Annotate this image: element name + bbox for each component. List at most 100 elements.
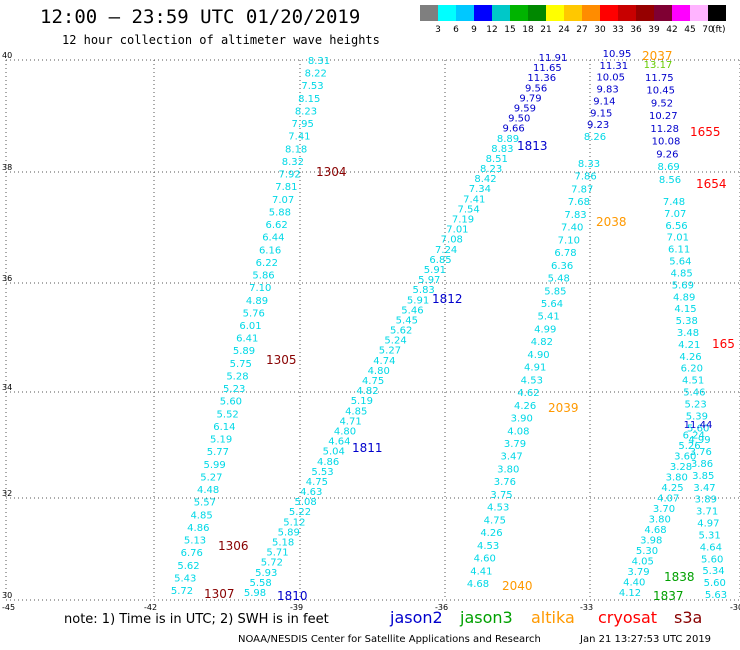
wave-height-value: 5.46 — [401, 305, 423, 316]
wave-height-value: 6.20 — [681, 364, 703, 375]
wave-height-value: 3.47 — [693, 483, 715, 494]
wave-height-value: 5.60 — [704, 578, 726, 589]
wave-height-value: 7.41 — [288, 132, 310, 143]
wave-height-value: 9.14 — [593, 96, 615, 107]
wave-height-value: 4.62 — [517, 388, 539, 399]
wave-height-value: 5.27 — [200, 472, 222, 483]
wave-height-value: 7.81 — [275, 182, 297, 193]
wave-height-value: 5.88 — [269, 207, 291, 218]
wave-height-value: 3.60 — [674, 452, 696, 463]
wave-height-value: 4.63 — [300, 487, 322, 498]
wave-height-value: 11.65 — [533, 63, 562, 74]
wave-height-value: 4.99 — [534, 324, 556, 335]
wave-height-value: 4.64 — [328, 437, 350, 448]
lon-label: -42 — [144, 603, 157, 612]
wave-height-value: 5.19 — [351, 396, 373, 407]
colorbar-tick-label: 36 — [630, 25, 642, 35]
wave-height-value: 5.58 — [249, 578, 271, 589]
legend-cryosat: cryosat — [598, 608, 658, 627]
orbit-number-label: 1305 — [266, 353, 297, 367]
wave-height-value: 11.31 — [600, 61, 629, 72]
wave-height-value: 13.17 — [644, 60, 673, 71]
wave-height-value: 3.48 — [677, 328, 699, 339]
wave-height-value: 5.85 — [544, 286, 566, 297]
wave-height-value: 4.12 — [619, 588, 641, 599]
wave-height-value: 9.52 — [651, 98, 673, 109]
wave-height-value: 4.82 — [531, 337, 553, 348]
colorbar-swatch — [654, 5, 672, 21]
wave-height-value: 4.80 — [334, 426, 356, 437]
generated-timestamp: Jan 21 13:27:53 UTC 2019 — [580, 634, 712, 645]
wave-height-value: 5.71 — [266, 548, 288, 559]
wave-height-value: 5.91 — [407, 295, 429, 306]
wave-height-value: 4.68 — [467, 579, 489, 590]
wave-height-value: 4.89 — [246, 296, 268, 307]
wave-height-value: 7.87 — [571, 184, 593, 195]
wave-height-value: 5.60 — [220, 397, 242, 408]
wave-height-value: 5.34 — [702, 566, 724, 577]
wave-height-value: 3.79 — [627, 567, 649, 578]
wave-height-value: 5.76 — [243, 308, 265, 319]
wave-height-value: 9.26 — [656, 149, 678, 160]
wave-height-value: 11.28 — [650, 124, 679, 135]
wave-height-value: 8.26 — [584, 132, 606, 143]
wave-height-value: 4.48 — [197, 485, 219, 496]
lon-label: -39 — [290, 603, 303, 612]
lat-label: 34 — [2, 383, 12, 392]
wave-height-value: 4.53 — [521, 375, 543, 386]
wave-height-value: 5.63 — [705, 590, 727, 601]
wave-height-value: 8.18 — [285, 144, 307, 155]
orbit-number-label: 2037 — [642, 49, 673, 63]
wave-height-value: 5.23 — [685, 399, 707, 410]
legend-jason3: jason3 — [460, 608, 513, 627]
wave-height-value: 3.47 — [501, 452, 523, 463]
wave-height-value: 5.69 — [672, 280, 694, 291]
wave-height-value: 7.01 — [446, 225, 468, 236]
colorbar-swatch — [564, 5, 582, 21]
wave-height-value: 9.23 — [587, 120, 609, 131]
wave-height-value: 5.93 — [255, 568, 277, 579]
wave-height-value: 3.71 — [696, 507, 718, 518]
colorbar-tick-label: 42 — [666, 25, 678, 35]
wave-height-value: 4.25 — [661, 483, 683, 494]
wave-height-value: 5.08 — [294, 497, 316, 508]
wave-height-value: 4.75 — [484, 515, 506, 526]
wave-height-value: 5.43 — [174, 573, 196, 584]
lon-label: -45 — [2, 603, 15, 612]
wave-height-value: 5.13 — [184, 536, 206, 547]
wave-height-value: 4.71 — [339, 416, 361, 427]
wave-height-value: 8.15 — [298, 94, 320, 105]
wave-height-value: 5.72 — [261, 558, 283, 569]
colorbar-swatch — [672, 5, 690, 21]
colorbar-swatch — [492, 5, 510, 21]
wave-height-value: 6.78 — [554, 248, 576, 259]
wave-height-value: 3.98 — [640, 536, 662, 547]
orbit-number-label: 1655 — [690, 125, 721, 139]
lon-label: -30 — [730, 603, 740, 612]
wave-height-value: 3.80 — [666, 473, 688, 484]
wave-height-value: 7.53 — [301, 81, 323, 92]
wave-height-value: 5.52 — [217, 409, 239, 420]
orbit-number-label: 2039 — [548, 401, 579, 415]
orbit-number-label: 1813 — [517, 139, 548, 153]
wave-height-value: 10.08 — [652, 137, 681, 148]
wave-height-value: 5.62 — [390, 326, 412, 337]
wave-height-value: 7.86 — [575, 172, 597, 183]
wave-height-value: 5.83 — [413, 285, 435, 296]
colorbar-swatch — [528, 5, 546, 21]
wave-height-value: 9.15 — [590, 108, 612, 119]
colorbar-tick-label: 12 — [486, 25, 498, 35]
wave-height-value: 5.53 — [311, 467, 333, 478]
wave-height-value: 5.30 — [636, 546, 658, 557]
wave-height-value: 4.85 — [671, 268, 693, 279]
wave-height-value: 8.32 — [282, 157, 304, 168]
wave-height-value: 4.85 — [190, 510, 212, 521]
wave-height-value: 4.75 — [306, 477, 328, 488]
wave-height-value: 3.76 — [690, 447, 712, 458]
colorbar-tick-label: 27 — [576, 25, 588, 35]
wave-height-value: 5.64 — [541, 299, 563, 310]
wave-height-value: 7.07 — [664, 209, 686, 220]
orbit-number-label: 2038 — [596, 215, 627, 229]
colorbar-swatch — [438, 5, 456, 21]
wave-height-value: 6.76 — [181, 548, 203, 559]
